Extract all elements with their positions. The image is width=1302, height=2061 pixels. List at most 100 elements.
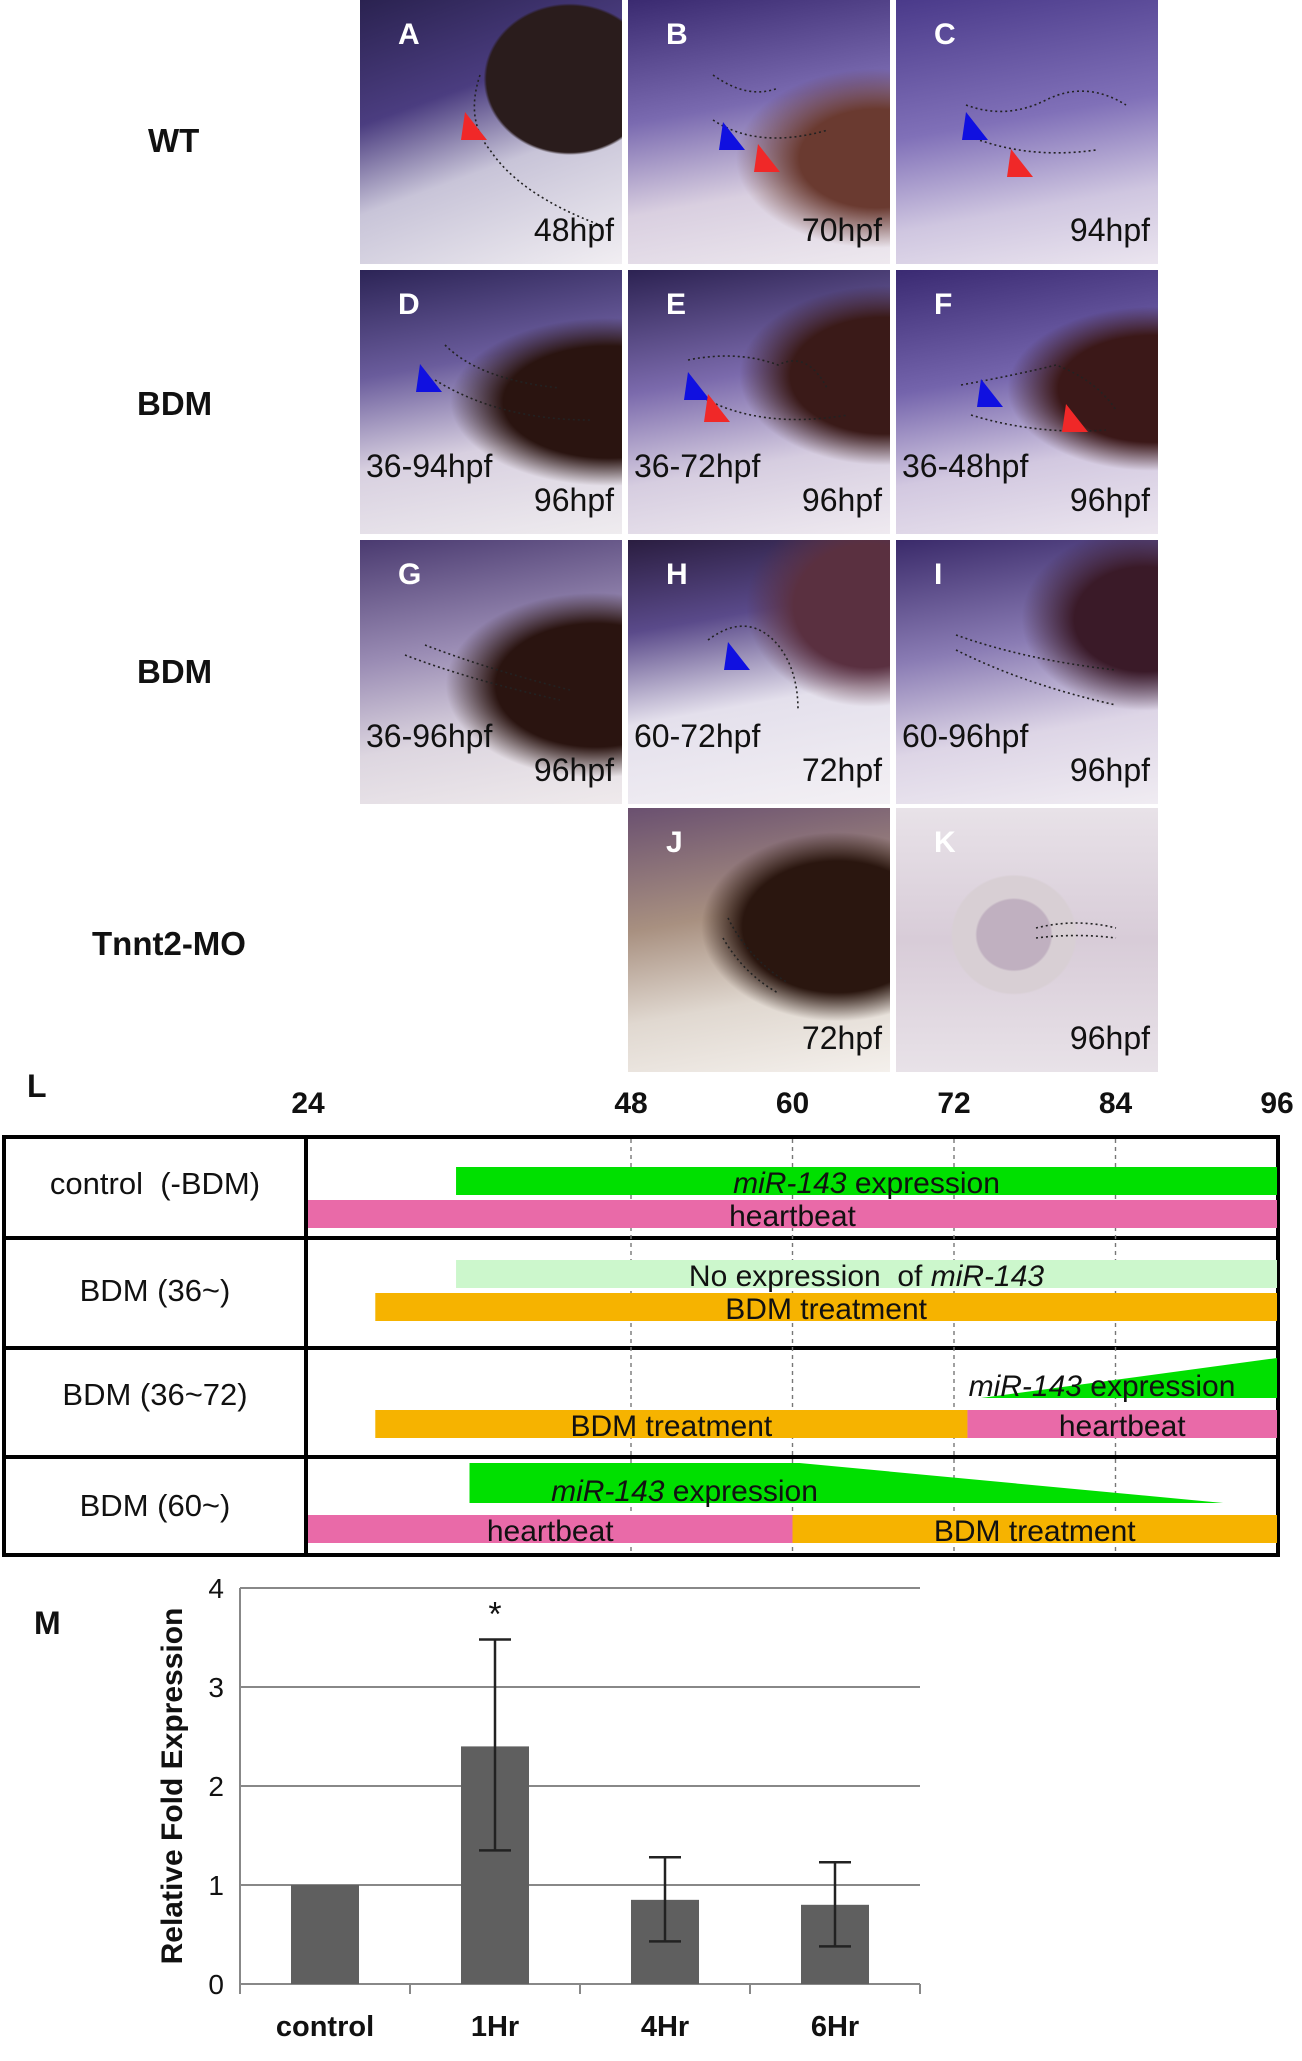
chart-x-tick-label: 6Hr [811, 2011, 859, 2043]
chart-x-tick-label: control [276, 2011, 374, 2043]
timeline-row-label: control (-BDM) [50, 1166, 260, 1201]
panel-letter-l: L [27, 1068, 47, 1104]
panel-f-outline [960, 364, 1117, 432]
timeline-bar-green [456, 1167, 1278, 1195]
panel-g-outline [404, 644, 571, 701]
chart-x-tick-label: 4Hr [641, 2011, 689, 2043]
panel-treatment-label: 60-72hpf [634, 718, 761, 754]
timeline-row-label: BDM (36~) [80, 1273, 231, 1308]
timeline-tick-label: 60 [776, 1087, 809, 1120]
blue-arrowhead-icon [977, 379, 1003, 407]
timeline-bar-orange [375, 1410, 968, 1438]
panel-a-outline [461, 74, 601, 226]
blue-arrowhead-icon [724, 642, 750, 670]
panel-letter: I [934, 558, 943, 591]
panel-k: K 96hpf [896, 808, 1158, 1072]
panel-treatment-label: 36-48hpf [902, 448, 1029, 484]
panel-letter: C [934, 18, 956, 51]
panel-letter: A [398, 18, 420, 51]
panel-treatment-label: 60-96hpf [902, 718, 1029, 754]
timeline-bar-text: heartbeat [487, 1515, 614, 1548]
panel-stage-label: 94hpf [1069, 212, 1150, 248]
chart-y-tick-label: 0 [208, 1969, 224, 2000]
blue-arrowhead-icon [719, 122, 745, 150]
panel-letter: G [398, 558, 422, 591]
panel-j-outline [722, 917, 789, 994]
panel-stage-label: 96hpf [1069, 752, 1150, 788]
panel-stage-label: 72hpf [801, 1020, 882, 1056]
panel-f: F 96hpf 36-48hpf [896, 270, 1158, 534]
panel-letter-m: M [34, 1605, 61, 1641]
timeline-bar-text: miR-143 expression [969, 1370, 1236, 1403]
panel-i-outline [955, 634, 1117, 706]
row-label-tnnt2-mo: Tnnt2-MO [92, 925, 246, 962]
panel-letter: J [666, 826, 683, 859]
row-label-bdm-2: BDM [137, 653, 213, 690]
panel-a: A 48hpf [360, 0, 622, 264]
panel-h: H 72hpf 60-72hpf [628, 540, 890, 804]
panel-stage-label: 48hpf [533, 212, 614, 248]
timeline-tick-label: 84 [1099, 1087, 1133, 1120]
chart-error-bar [479, 1638, 511, 1852]
panel-letter: K [934, 826, 956, 859]
timeline-bar-text: miR-143 expression [733, 1167, 1000, 1200]
panel-k-outline [1035, 922, 1117, 939]
timeline-tick-label: 96 [1260, 1087, 1293, 1120]
timeline-bar-green-ramp-down [469, 1463, 1224, 1503]
timeline-row-label: BDM (60~) [80, 1488, 231, 1523]
panel-c: C 94hpf [896, 0, 1158, 264]
timeline-bar-text: No expression of miR-143 [689, 1260, 1044, 1293]
blue-arrowhead-icon [962, 112, 988, 140]
timeline-bar-text: BDM treatment [934, 1515, 1136, 1548]
timeline-tick-label: 48 [614, 1087, 647, 1120]
panel-treatment-label: 36-94hpf [366, 448, 493, 484]
timeline-bar-text: BDM treatment [725, 1293, 927, 1326]
timeline-bar-pink [308, 1200, 1277, 1228]
panel-treatment-label: 36-72hpf [634, 448, 761, 484]
bar-chart: 0 1 2 3 4 Relative Fold Expression control * 1Hr… [156, 1573, 921, 2043]
chart-y-tick-label: 2 [208, 1771, 224, 1802]
panel-i: I 96hpf 60-96hpf [896, 540, 1158, 804]
timeline-bar-text: BDM treatment [571, 1410, 773, 1443]
timeline-bar-text: heartbeat [1059, 1410, 1186, 1443]
panel-e-outline [684, 355, 849, 422]
chart-y-axis-label: Relative Fold Expression [156, 1608, 189, 1965]
panel-stage-label: 96hpf [1069, 482, 1150, 518]
chart-y-tick-label: 1 [208, 1870, 224, 1901]
red-arrowhead-icon [461, 112, 487, 140]
panel-d: D 96hpf 36-94hpf [360, 270, 622, 534]
chart-y-tick-label: 4 [208, 1573, 224, 1604]
timeline-bar-pink [308, 1515, 793, 1543]
panel-stage-label: 96hpf [533, 482, 614, 518]
chart-bar [291, 1885, 359, 1984]
chart-y-tick-label: 3 [208, 1672, 224, 1703]
red-arrowhead-icon [1062, 404, 1088, 432]
blue-arrowhead-icon [416, 364, 442, 392]
panel-h-outline [707, 625, 799, 711]
chart-error-bar [819, 1860, 851, 1948]
row-label-wt: WT [148, 122, 200, 159]
panel-b: B 70hpf [628, 0, 890, 264]
panel-e: E 96hpf 36-72hpf [628, 270, 890, 534]
panel-c-outline [962, 90, 1127, 177]
blue-arrowhead-icon [684, 372, 710, 400]
row-label-bdm-1: BDM [137, 385, 213, 422]
timeline-tick-label: 72 [937, 1087, 970, 1120]
timeline-bar-green-ramp-up [980, 1358, 1277, 1398]
panel-treatment-label: 36-96hpf [366, 718, 493, 754]
timeline-diagram: 24 48 60 72 84 96 control (-BDM) miR-143 expres… [2, 1087, 1294, 1557]
red-arrowhead-icon [1007, 149, 1033, 177]
timeline-bar-orange [792, 1515, 1277, 1543]
timeline-tick-label: 24 [291, 1087, 325, 1120]
chart-x-tick-label: 1Hr [471, 2011, 519, 2043]
panel-stage-label: 72hpf [801, 752, 882, 788]
timeline-bar-orange [375, 1293, 1278, 1321]
panel-d-outline [416, 344, 591, 421]
timeline-bar-text: miR-143 expression [551, 1475, 818, 1508]
panel-letter: H [666, 558, 688, 591]
panel-letter: B [666, 18, 688, 51]
panel-stage-label: 70hpf [801, 212, 882, 248]
panel-b-outline [712, 74, 829, 172]
panel-stage-label: 96hpf [533, 752, 614, 788]
panel-letter: D [398, 288, 420, 321]
